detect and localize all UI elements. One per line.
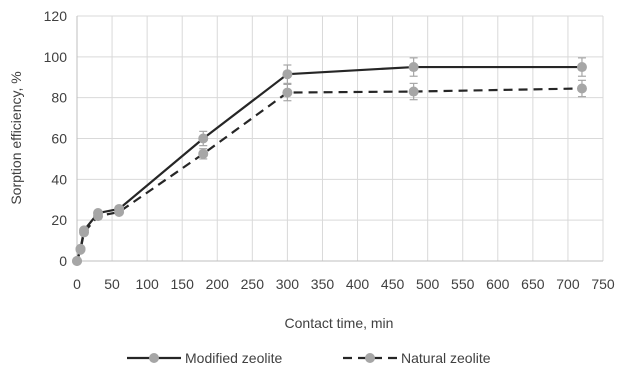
tick-labels: 0 20 40 60 80 100 120 0 50 100 150 200 250 300 350 400 4…: [44, 8, 615, 292]
x-tick-label: 600: [486, 276, 510, 292]
x-tick-label: 450: [381, 276, 405, 292]
data-point-0: [576, 62, 587, 73]
plot-area: [72, 57, 587, 266]
legend: Modified zeolite Natural zeolite: [127, 350, 491, 366]
data-point-0: [198, 133, 209, 144]
axes: [76, 16, 603, 262]
data-point-0: [282, 69, 293, 80]
data-point-1: [75, 244, 86, 255]
data-point-1: [114, 207, 125, 217]
x-tick-label: 0: [73, 276, 81, 292]
y-tick-label: 40: [51, 171, 67, 187]
data-point-0: [408, 62, 419, 73]
y-tick-label: 120: [44, 8, 68, 24]
gridlines: [77, 15, 604, 261]
data-point-1: [576, 83, 587, 94]
x-tick-label: 200: [206, 276, 230, 292]
x-tick-label: 100: [135, 276, 159, 292]
data-point-1: [79, 227, 90, 238]
x-tick-label: 500: [416, 276, 440, 292]
data-point-1: [93, 211, 104, 222]
x-tick-label: 350: [311, 276, 335, 292]
data-point-1: [282, 87, 293, 98]
x-tick-label: 550: [451, 276, 475, 292]
legend-label-1: Natural zeolite: [401, 350, 491, 366]
series-line-0: [75, 65, 582, 262]
x-tick-label: 650: [521, 276, 545, 292]
x-tick-label: 50: [104, 276, 120, 292]
legend-label-0: Modified zeolite: [185, 350, 282, 366]
x-tick-label: 250: [241, 276, 265, 292]
series-line-1: [75, 87, 582, 262]
x-tick-label: 300: [276, 276, 300, 292]
legend-marker-0: [149, 353, 159, 363]
x-tick-label: 400: [346, 276, 370, 292]
y-tick-label: 100: [44, 49, 68, 65]
data-point-1: [72, 256, 82, 266]
y-tick-label: 20: [51, 212, 67, 228]
x-axis-label: Contact time, min: [285, 315, 394, 331]
x-tick-label: 150: [171, 276, 195, 292]
y-tick-label: 0: [59, 253, 67, 269]
legend-marker-1: [365, 353, 375, 363]
x-tick-label: 750: [591, 276, 615, 292]
data-point-1: [408, 86, 419, 97]
y-axis-label: Sorption efficiency, %: [8, 71, 24, 204]
x-tick-label: 700: [556, 276, 580, 292]
y-tick-label: 80: [51, 90, 67, 106]
y-tick-label: 60: [51, 131, 67, 147]
data-point-1: [198, 148, 209, 159]
